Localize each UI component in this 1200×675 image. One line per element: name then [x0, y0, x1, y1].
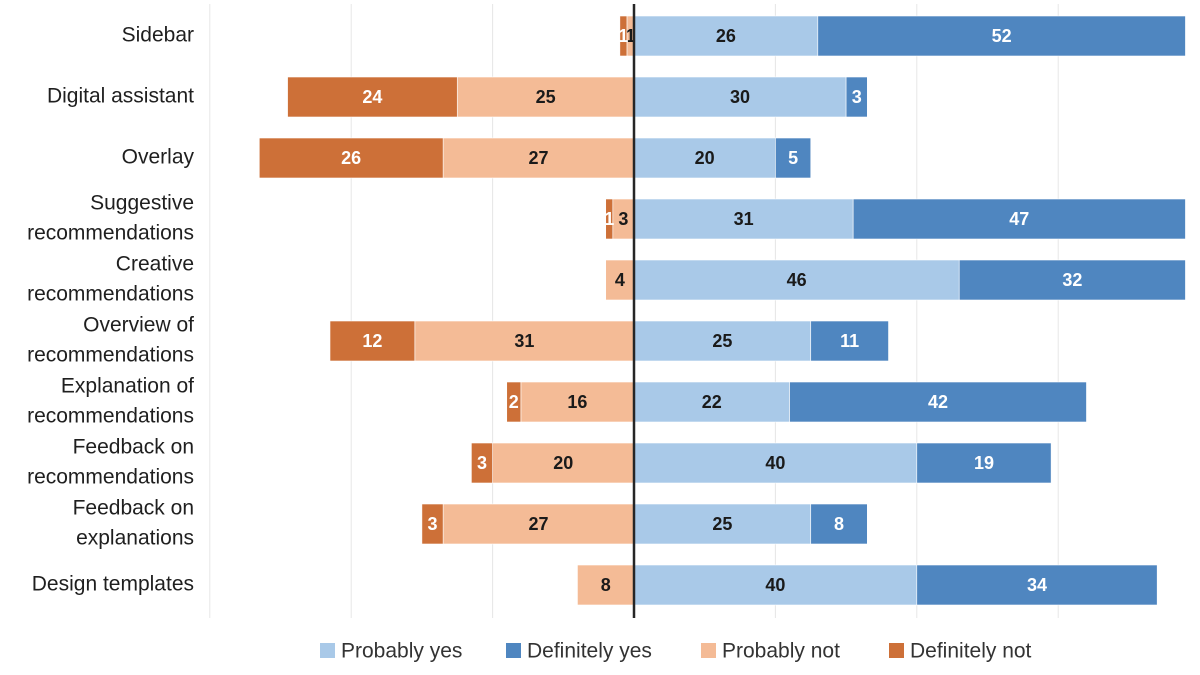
bar-definitely-yes-feedback-on-recommendations — [916, 442, 1052, 484]
bar-definitely-yes-creative-recommendations — [958, 259, 1186, 301]
legend-swatch-probably-yes — [320, 643, 335, 658]
value-label: 26 — [716, 26, 736, 46]
bar-definitely-yes-overview-of-recommendations — [810, 320, 889, 362]
bar-definitely-yes-sidebar — [817, 15, 1186, 57]
value-label: 40 — [765, 453, 785, 473]
bar-definitely-not-overlay — [258, 137, 444, 179]
category-label: recommendations — [27, 405, 194, 428]
bar-definitely-not-feedback-on-explanations — [421, 503, 444, 545]
legend-label-definitely-not: Definitely not — [910, 640, 1032, 663]
value-label: 5 — [788, 148, 798, 168]
bar-probably-yes-feedback-on-recommendations — [633, 442, 918, 484]
value-label: 32 — [1062, 270, 1082, 290]
value-label: 30 — [730, 87, 750, 107]
category-label: recommendations — [27, 466, 194, 489]
category-label: Overlay — [122, 146, 195, 169]
legend-swatch-definitely-yes — [506, 643, 521, 658]
value-label: 40 — [765, 575, 785, 595]
value-label: 25 — [536, 87, 556, 107]
value-label: 34 — [1027, 575, 1047, 595]
legend-swatch-definitely-not — [889, 643, 904, 658]
bar-probably-yes-suggestive-recommendations — [633, 198, 854, 240]
value-label: 20 — [553, 453, 573, 473]
legend-label-probably-not: Probably not — [722, 640, 840, 663]
category-label: Overview of — [83, 314, 194, 337]
value-label: 1 — [604, 209, 614, 229]
bar-definitely-not-suggestive-recommendations — [605, 198, 614, 240]
value-label: 19 — [974, 453, 994, 473]
bar-probably-yes-overview-of-recommendations — [633, 320, 812, 362]
category-label: Suggestive — [90, 192, 194, 215]
category-label: recommendations — [27, 344, 194, 367]
value-label: 3 — [852, 87, 862, 107]
bar-definitely-yes-design-templates — [916, 564, 1158, 606]
value-label: 31 — [514, 331, 534, 351]
legend-swatch-probably-not — [701, 643, 716, 658]
value-label: 25 — [712, 331, 732, 351]
bar-probably-not-overlay — [442, 137, 635, 179]
bar-definitely-yes-explanation-of-recommendations — [789, 381, 1087, 423]
category-label: Feedback on — [73, 497, 194, 520]
bar-definitely-not-digital-assistant — [287, 76, 458, 118]
category-label: Creative — [116, 253, 194, 276]
value-label: 3 — [427, 514, 437, 534]
value-label: 42 — [928, 392, 948, 412]
value-label: 11 — [840, 331, 859, 351]
value-label: 27 — [529, 148, 549, 168]
value-label: 26 — [341, 148, 361, 168]
bar-definitely-not-overview-of-recommendations — [329, 320, 416, 362]
value-label: 3 — [618, 209, 628, 229]
value-label: 27 — [529, 514, 549, 534]
category-label: Feedback on — [73, 436, 194, 459]
value-label: 12 — [362, 331, 382, 351]
bar-definitely-yes-suggestive-recommendations — [852, 198, 1186, 240]
bar-definitely-not-feedback-on-recommendations — [471, 442, 493, 484]
value-label: 47 — [1009, 209, 1029, 229]
bar-probably-not-overview-of-recommendations — [414, 320, 635, 362]
bar-probably-not-explanation-of-recommendations — [520, 381, 635, 423]
category-label: recommendations — [27, 222, 194, 245]
legend-label-probably-yes: Probably yes — [341, 640, 462, 663]
legend: Probably yes Definitely yes Probably not De… — [320, 640, 1032, 663]
bar-probably-not-design-templates — [577, 564, 635, 606]
value-label: 1 — [618, 26, 628, 46]
bar-probably-yes-explanation-of-recommendations — [633, 381, 790, 423]
category-label: Sidebar — [122, 24, 194, 47]
value-label: 52 — [992, 26, 1012, 46]
value-label: 8 — [834, 514, 844, 534]
bar-probably-not-feedback-on-explanations — [442, 503, 635, 545]
bar-definitely-yes-digital-assistant — [845, 76, 868, 118]
value-label: 20 — [695, 148, 715, 168]
category-labels: Sidebar Digital assistant Overlay Suggestiv… — [27, 24, 194, 596]
value-label: 16 — [567, 392, 587, 412]
value-label: 8 — [601, 575, 611, 595]
category-label: explanations — [76, 527, 194, 550]
value-label: 31 — [734, 209, 754, 229]
bar-definitely-yes-overlay — [775, 137, 812, 179]
bar-probably-yes-sidebar — [633, 15, 819, 57]
bar-definitely-not-explanation-of-recommendations — [506, 381, 522, 423]
category-label: recommendations — [27, 283, 194, 306]
value-label: 3 — [477, 453, 487, 473]
value-label: 22 — [702, 392, 722, 412]
bar-probably-yes-design-templates — [633, 564, 918, 606]
category-label: Digital assistant — [47, 85, 194, 108]
value-label: 2 — [509, 392, 519, 412]
category-label: Design templates — [32, 573, 194, 596]
value-label: 25 — [712, 514, 732, 534]
bar-definitely-not-sidebar — [619, 15, 628, 57]
bar-probably-not-creative-recommendations — [605, 259, 635, 301]
bar-probably-yes-feedback-on-explanations — [633, 503, 812, 545]
legend-label-definitely-yes: Definitely yes — [527, 640, 652, 663]
value-label: 4 — [615, 270, 625, 290]
value-label: 46 — [787, 270, 807, 290]
bar-definitely-yes-feedback-on-explanations — [810, 503, 868, 545]
value-label: 1 — [625, 26, 635, 46]
category-label: Explanation of — [61, 375, 194, 398]
value-label: 24 — [362, 87, 382, 107]
